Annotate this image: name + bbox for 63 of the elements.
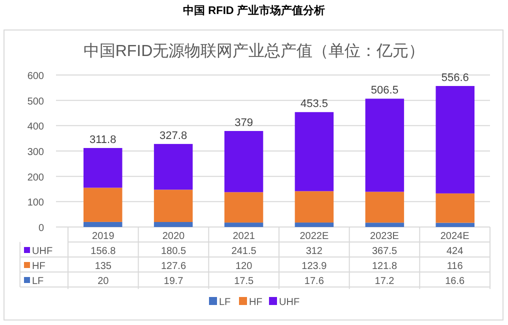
data-label: 312: [306, 246, 323, 257]
legend-label: LF: [32, 276, 44, 287]
bar: [84, 222, 122, 227]
bar: [365, 222, 404, 227]
y-tick-label: 100: [27, 198, 44, 209]
bar: [436, 193, 474, 223]
data-label: 156.8: [90, 246, 116, 257]
data-label: 19.7: [164, 276, 184, 287]
total-label: 311.8: [90, 134, 116, 146]
total-label: 379: [234, 116, 253, 129]
data-label: 241.5: [231, 246, 257, 257]
legend-label: UHF: [32, 246, 53, 257]
data-label: 17.5: [234, 276, 254, 287]
text: HF: [249, 297, 262, 308]
total-label: 453.5: [300, 98, 328, 110]
bar: [365, 98, 404, 192]
y-tick-label: 600: [27, 71, 44, 82]
bar: [84, 148, 122, 188]
data-label: 17.2: [374, 276, 395, 287]
data-label: 116: [446, 261, 464, 272]
data-label: 367.5: [372, 246, 398, 257]
x-tick-label: 2024E: [440, 231, 470, 242]
y-tick-label: 400: [27, 122, 44, 133]
data-label: 127.6: [160, 261, 186, 272]
total-label: 556.6: [441, 72, 469, 84]
chart-title: 中国 RFID 产业市场产值分析: [183, 4, 325, 17]
data-label: 17.6: [304, 276, 324, 287]
y-tick-label: 200: [27, 172, 44, 184]
bar: [84, 188, 122, 222]
text: UHF: [279, 297, 300, 308]
bar: [436, 86, 474, 194]
total-label: 506.5: [370, 84, 398, 97]
y-tick-label: 500: [27, 96, 44, 108]
bar: [224, 130, 264, 192]
data-label: 120: [235, 261, 253, 272]
y-tick-label: 300: [27, 147, 44, 158]
data-label: 20: [98, 276, 110, 287]
bar: [365, 192, 404, 223]
legend-label: HF: [32, 261, 46, 272]
data-label: 180.5: [160, 246, 186, 257]
text: LF: [219, 297, 231, 308]
data-label: 424: [446, 246, 464, 257]
bar: [224, 192, 264, 223]
bar: [154, 144, 193, 190]
y-tick-label: 0: [38, 223, 44, 234]
x-tick-label: 2020: [162, 231, 186, 242]
data-label: 16.6: [445, 276, 465, 287]
bar: [294, 191, 334, 223]
x-tick-label: 2023E: [370, 231, 400, 242]
bar: [294, 222, 334, 227]
x-tick-label: 2019: [92, 231, 115, 242]
data-label: 135: [94, 261, 112, 272]
bar: [294, 112, 334, 192]
bar: [436, 222, 474, 227]
chart-subtitle: 中国RFID无源物联网产业总产值（单位：亿元）: [83, 42, 425, 60]
bar: [154, 222, 193, 227]
x-tick-label: 2022E: [300, 231, 329, 242]
x-tick-label: 2021: [232, 231, 256, 242]
bar: [224, 222, 264, 227]
bar: [154, 190, 193, 222]
data-label: 123.9: [302, 261, 328, 272]
total-label: 327.8: [160, 130, 188, 142]
data-label: 121.8: [372, 261, 398, 272]
